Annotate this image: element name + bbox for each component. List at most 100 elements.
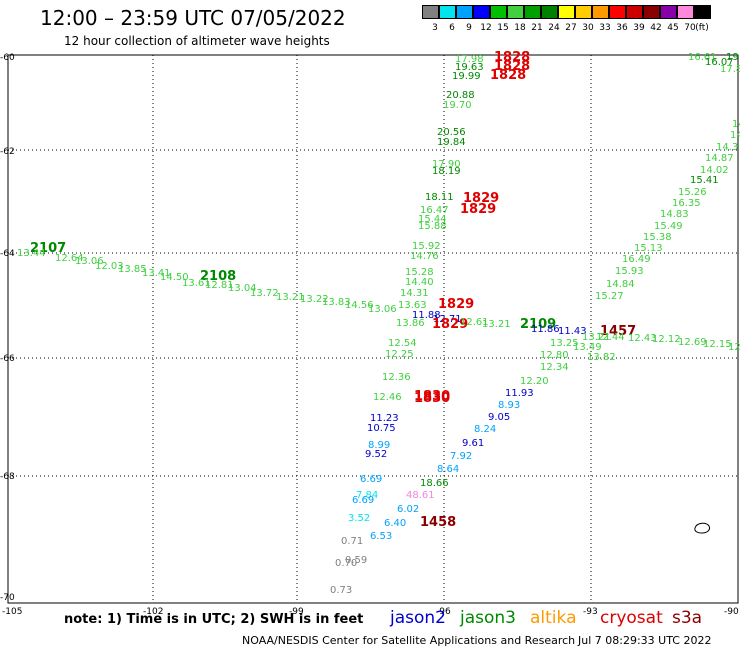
wave-height-label: 13.63 [398,300,427,311]
wave-height-label: 15.28 [405,267,434,278]
wave-height-label: 12.34 [540,362,569,373]
wave-height-label: 6.53 [370,531,392,542]
legend-swatch [507,5,524,19]
wave-height-label: 13.44 [17,248,46,259]
wave-height-label: 10.75 [367,423,396,434]
legend-swatch [524,5,541,19]
legend-swatch [626,5,643,19]
wave-height-label: 12.25 [385,349,414,360]
legend-swatch [660,5,677,19]
wave-height-label: 14.50 [160,272,189,283]
wave-height-label: 1828 [494,59,530,74]
wave-height-label: 19.84 [437,137,466,148]
wave-height-label: 11.93 [505,388,534,399]
wave-height-label: 1829 [432,317,468,332]
wave-height-label: 11.88 [412,310,441,321]
wave-height-label: 13.85 [118,264,147,275]
island-outline [694,522,710,534]
wave-height-label: 1830 [414,391,450,406]
wave-height-label: 15.27 [595,291,624,302]
wave-height-label: 13.21 [276,292,305,303]
wave-height-label: 6.69 [360,474,382,485]
wave-height-label: 9.05 [488,412,510,423]
legend-label: 12 [480,23,492,33]
wave-height-label: 19 [726,52,739,63]
wave-height-label: 20.56 [437,127,466,138]
wave-height-label: 19.63 [455,62,484,73]
wave-height-label: 13.06 [368,304,397,315]
wave-height-label: 13.06 [75,256,104,267]
legend-label: 70 [684,23,696,33]
wave-height-label: 13.25 [550,338,579,349]
wave-height-label: 12.81 [205,280,234,291]
credit-text: NOAA/NESDIS Center for Satellite Applica… [242,634,576,647]
wave-height-label: 3.52 [348,513,370,524]
wave-height-label: 12.80 [540,350,569,361]
wave-height-label: 2108 [200,269,236,284]
legend-swatch [490,5,507,19]
wave-height-label: 13.82 [587,352,616,363]
legend-label: 3 [432,23,438,33]
legend-label: 21 [531,23,543,33]
legend-swatch [541,5,558,19]
wave-height-label: 0.70 [335,558,357,569]
wave-height-label: 2107 [30,241,66,256]
wave-height-label: 11.86 [531,324,560,335]
legend-swatch [575,5,592,19]
lon-label: -96 [436,607,451,617]
lat-label: -62 [0,147,15,157]
legend-label: 45 [667,23,679,33]
generated-timestamp: Jul 7 08:29:33 UTC 2022 [578,634,712,647]
legend-label: 42 [650,23,662,33]
wave-height-label: 12.12 [652,334,681,345]
wave-height-label: 12.46 [373,392,402,403]
wave-height-label: 12.20 [520,376,549,387]
lat-label: -60 [0,53,15,63]
wave-height-label: 14.84 [606,279,635,290]
wave-height-label: 13.83 [322,297,351,308]
wave-height-label: 13.49 [573,342,602,353]
map-subtitle: 12 hour collection of altimeter wave hei… [64,34,330,48]
wave-height-label: 0.73 [330,585,352,596]
wave-height-label: 18.19 [432,166,461,177]
wave-height-label: 6.69 [352,495,374,506]
wave-height-label: 15.88 [418,221,447,232]
wave-height-label: 15.93 [615,266,644,277]
legend-swatch [422,5,439,19]
wave-height-label: 15.13 [634,243,663,254]
legend-label: 36 [616,23,628,33]
wave-height-label: 6.40 [384,518,406,529]
wave-height-label: 9.61 [462,438,484,449]
wave-height-label: 14. [730,130,740,141]
wave-height-label: 9.52 [365,449,387,460]
wave-height-label: 20.88 [446,90,475,101]
wave-height-label: 19.70 [443,100,472,111]
wave-height-label: 14.40 [405,277,434,288]
wave-height-label: 13.22 [300,294,329,305]
wave-height-label: 17.98 [455,54,484,65]
wave-height-label: 11.43 [558,326,587,337]
wave-height-label: 15.38 [643,232,672,243]
graticule [8,55,738,603]
wave-height-label: 15.92 [412,241,441,252]
legend-swatch [439,5,456,19]
wave-height-label: 1828 [490,68,526,83]
legend-swatch [473,5,490,19]
footnote: note: 1) Time is in UTC; 2) SWH is in fe… [64,612,364,627]
wave-height-label: 13.21 [582,332,611,343]
wave-height-label: 11.23 [370,413,399,424]
wave-height-label: 15.26 [678,187,707,198]
wave-height-label: 1828 [494,50,530,65]
legend-label: 6 [449,23,455,33]
wave-height-label: 12.36 [382,372,411,383]
wave-height-label: 13.72 [250,288,279,299]
wave-height-label: 15.49 [654,221,683,232]
wave-height-label: 14.56 [345,300,374,311]
wave-height-label: 18.11 [425,192,454,203]
lon-label: -90 [724,607,739,617]
wave-height-label: 16.61 [688,52,717,63]
wave-height-label: 14.76 [410,251,439,262]
wave-height-label: 2109 [520,317,556,332]
wave-height-label: 14.02 [700,165,729,176]
legend-swatch [558,5,575,19]
